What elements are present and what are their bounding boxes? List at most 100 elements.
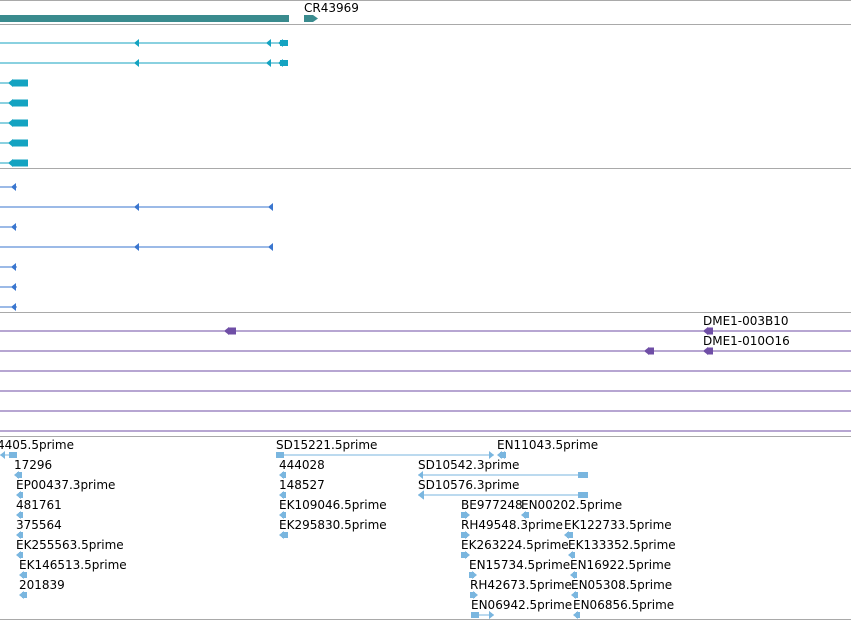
est-block[interactable]: [573, 572, 577, 578]
clone-dme1-010o16-label: DME1-010O16: [703, 334, 790, 348]
est-label: EK255563.5prime: [16, 538, 124, 552]
est-block[interactable]: [578, 492, 588, 498]
clone-end-block[interactable]: [228, 327, 236, 335]
est-feature[interactable]: 148527: [279, 478, 325, 499]
est-block[interactable]: [19, 552, 23, 558]
est-feature[interactable]: EK109046.5prime: [279, 498, 387, 519]
est-label: EK109046.5prime: [279, 498, 387, 512]
clone-dme1-003b10-block[interactable]: [707, 327, 713, 335]
est-block[interactable]: [461, 512, 467, 518]
est-block[interactable]: [17, 472, 22, 478]
est-block[interactable]: [471, 612, 479, 618]
est-block[interactable]: [461, 532, 467, 538]
est-label: EN11043.5prime: [497, 438, 598, 452]
est-arrow-right-icon: [465, 511, 470, 519]
est-feature[interactable]: RH49548.3prime: [461, 518, 563, 539]
est-block[interactable]: [19, 512, 23, 518]
est-label: EK122733.5prime: [564, 518, 672, 532]
est-feature[interactable]: BE977248: [461, 498, 523, 519]
est-block[interactable]: [576, 612, 580, 618]
clone-end-block[interactable]: [648, 347, 654, 355]
transcript-end-arrow-icon: [268, 203, 273, 211]
mrna-exon-block[interactable]: [12, 119, 28, 127]
clone-dme1-003b10-label: DME1-003B10: [703, 314, 789, 328]
est-feature[interactable]: EN15734.5prime: [469, 558, 570, 579]
est-feature[interactable]: EN16922.5prime: [570, 558, 671, 579]
est-label: EN16922.5prime: [570, 558, 671, 572]
gene-span-bar[interactable]: [0, 15, 289, 22]
est-block[interactable]: [567, 532, 573, 538]
est-feature[interactable]: 4405.5prime: [0, 438, 74, 459]
est-feature[interactable]: 201839: [19, 578, 65, 599]
est-feature[interactable]: EN00202.5prime: [521, 498, 622, 519]
mrna-exon-block[interactable]: [12, 159, 28, 167]
est-label: SD15221.5prime: [276, 438, 377, 452]
est-extra-fragments: [418, 451, 588, 619]
est-feature[interactable]: SD10576.3prime: [418, 478, 588, 499]
est-block[interactable]: [571, 552, 575, 558]
est-feature[interactable]: EK122733.5prime: [564, 518, 672, 539]
mrna-exon-block[interactable]: [12, 99, 28, 107]
clone-dme1-010o16-block[interactable]: [707, 347, 713, 355]
est-block[interactable]: [574, 592, 578, 598]
mrna-exon-start-icon: [8, 119, 13, 127]
est-arrow-right-icon: [489, 451, 494, 459]
est-feature[interactable]: EN11043.5prime: [497, 438, 598, 459]
est-label: EN05308.5prime: [571, 578, 672, 592]
est-label: EN15734.5prime: [469, 558, 570, 572]
est-arrow-right-icon: [472, 571, 477, 579]
est-feature[interactable]: EK146513.5prime: [19, 558, 127, 579]
est-label: EP00437.3prime: [16, 478, 115, 492]
est-label: 375564: [16, 518, 62, 532]
est-block[interactable]: [19, 492, 23, 498]
est-label: SD10542.3prime: [418, 458, 519, 472]
est-block[interactable]: [282, 492, 286, 498]
mrna-exon-start-icon: [278, 39, 283, 47]
est-feature[interactable]: SD15221.5prime: [276, 438, 494, 459]
est-feature[interactable]: EP00437.3prime: [16, 478, 115, 499]
est-block[interactable]: [470, 592, 475, 598]
clone-dme1-003b10-arrow-icon: [703, 327, 708, 335]
gene-cr43969-label: CR43969: [304, 1, 359, 15]
est-block[interactable]: [524, 512, 529, 518]
est-block[interactable]: [22, 572, 27, 578]
transcript-end-arrow-icon: [11, 303, 16, 311]
est-label: EN06942.5prime: [471, 598, 572, 612]
est-feature[interactable]: EN05308.5prime: [571, 578, 672, 599]
est-block[interactable]: [282, 472, 286, 478]
est-block[interactable]: [282, 532, 288, 538]
est-block[interactable]: [282, 512, 286, 518]
est-feature[interactable]: 375564: [16, 518, 62, 539]
est-block[interactable]: [19, 532, 23, 538]
est-label: EN00202.5prime: [521, 498, 622, 512]
mrna-exon-block[interactable]: [280, 40, 288, 46]
est-feature[interactable]: EN06942.5prime: [471, 598, 572, 619]
est-block[interactable]: [276, 452, 284, 458]
est-block[interactable]: [461, 552, 467, 558]
gene-cr43969-arrow-icon[interactable]: [304, 15, 318, 22]
est-feature[interactable]: EK295830.5prime: [279, 518, 387, 539]
mrna-exon-block[interactable]: [280, 60, 288, 66]
est-feature[interactable]: 481761: [16, 498, 62, 519]
mrna-exon-start-icon: [8, 139, 13, 147]
est-feature[interactable]: 17296: [14, 458, 52, 479]
mrna-exon-block[interactable]: [12, 79, 28, 87]
est-feature[interactable]: EK263224.5prime: [461, 538, 569, 559]
mrna-exon-block[interactable]: [12, 139, 28, 147]
transcript-end-arrow-icon: [11, 263, 16, 271]
est-block[interactable]: [22, 592, 27, 598]
est-feature[interactable]: EN06856.5prime: [573, 598, 674, 619]
est-feature[interactable]: EK133352.5prime: [568, 538, 676, 559]
est-block[interactable]: [9, 452, 17, 458]
est-block[interactable]: [469, 572, 474, 578]
est-block[interactable]: [578, 472, 588, 478]
gene-track: CR43969: [0, 1, 359, 22]
est-feature[interactable]: SD10542.3prime: [418, 458, 588, 479]
est-feature[interactable]: EK255563.5prime: [16, 538, 124, 559]
est-label: EK146513.5prime: [19, 558, 127, 572]
est-label: SD10576.3prime: [418, 478, 519, 492]
est-feature[interactable]: 444028: [279, 458, 325, 479]
est-feature[interactable]: RH42673.5prime: [470, 578, 572, 599]
transcript-strand-arrow-icon: [134, 243, 139, 251]
